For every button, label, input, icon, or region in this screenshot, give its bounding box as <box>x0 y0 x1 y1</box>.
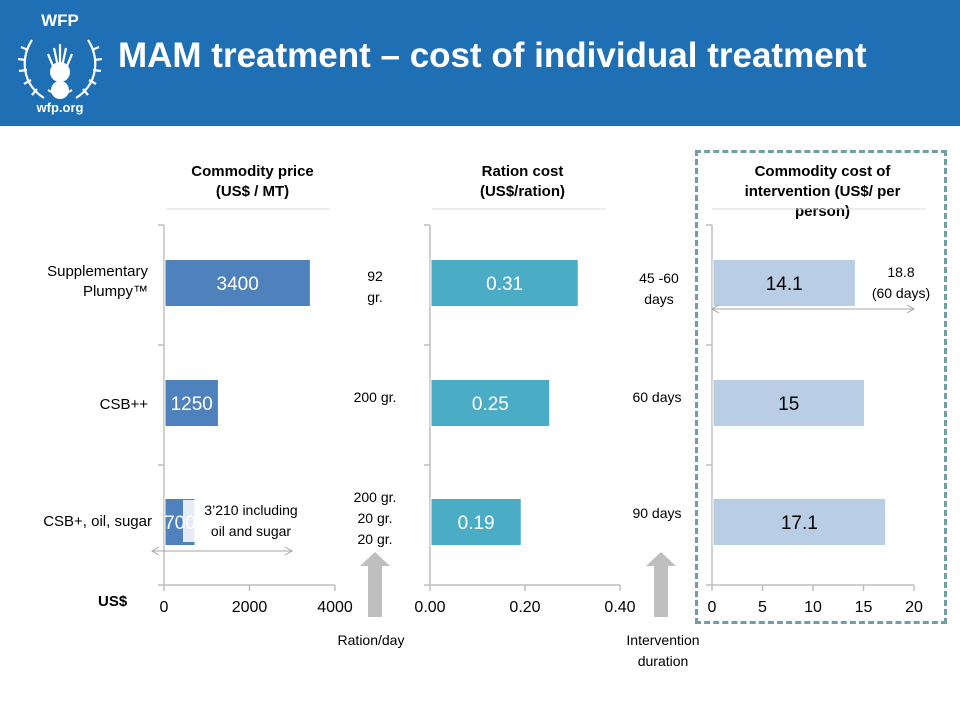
bar <box>712 379 865 427</box>
duration-note-csb-oil-sugar: 90 days <box>632 505 682 521</box>
duration-note-csbpp: 60 days <box>632 389 682 405</box>
ration-day-label: Ration/day <box>337 632 405 648</box>
svg-text:WFP: WFP <box>41 11 79 30</box>
x-tick-label: 5 <box>758 599 767 616</box>
ration-note-plumpy: 92 gr. <box>367 268 383 305</box>
chart-3-title: Commodity cost of intervention (US$/ per p… <box>744 163 901 220</box>
arrow-head <box>284 546 294 556</box>
x-tick-label: 4000 <box>317 599 353 616</box>
bar-value-label: 0.31 <box>486 274 523 295</box>
up-arrow-icon <box>360 552 390 617</box>
wfp-logo-icon: WFP wfp.org <box>17 11 103 115</box>
bar-value-label: 1250 <box>171 394 213 415</box>
arrow-head <box>150 546 160 556</box>
plumpy-60-days-note: 18.8 (60 days) <box>871 264 931 301</box>
bar <box>164 259 311 307</box>
bar <box>430 498 522 546</box>
x-tick-label: 0 <box>708 599 717 616</box>
page-title: MAM treatment – cost of individual treat… <box>118 36 867 75</box>
bar-value-label: 0.19 <box>458 513 495 534</box>
x-tick-label: 0.00 <box>414 599 445 616</box>
bar <box>430 259 579 307</box>
chart-2-title: Ration cost (US$/ration) <box>479 163 565 200</box>
chart-1-title: Commodity price (US$ / MT) <box>191 163 314 200</box>
bar <box>430 379 551 427</box>
bar-value-label: 3400 <box>217 274 259 295</box>
header-bar: WFP wfp.org MAM treatment – cost of indi… <box>0 0 960 126</box>
x-tick-label: 10 <box>804 599 822 616</box>
x-tick-label: 0.40 <box>604 599 635 616</box>
ration-note-csb-oil-sugar: 200 gr. 20 gr. 20 gr. <box>353 489 397 547</box>
duration-note-plumpy: 45 -60 days <box>639 270 679 307</box>
x-tick-label: 20 <box>905 599 923 616</box>
bar-value-label: 15 <box>778 394 799 415</box>
bar-value-label: 0.25 <box>472 394 509 415</box>
arrow-head <box>710 304 720 314</box>
annotation-arrows <box>150 304 916 617</box>
highlight-box <box>695 150 947 624</box>
row-label-csb-oil-sugar: CSB+, oil, sugar <box>43 513 152 530</box>
bar <box>712 498 887 546</box>
chart-intervention-cost: 0 5 10 15 20 14.1 15 17.1 <box>706 208 926 616</box>
bar-value-label: 17.1 <box>781 513 818 534</box>
row-label-plumpy: Supplementary Plumpy™ <box>47 263 148 300</box>
us-dollar-label: US$ <box>98 593 128 610</box>
chart-ration-cost: 0.00 0.20 0.40 0.31 0.25 0.19 <box>414 208 636 616</box>
ration-note-csbpp: 200 gr. <box>353 389 397 405</box>
bar-value-label: 14.1 <box>766 274 803 295</box>
bar <box>164 379 219 427</box>
bar <box>712 259 856 307</box>
x-tick-label: 0 <box>160 599 169 616</box>
up-arrow-icon <box>646 552 676 617</box>
x-tick-label: 2000 <box>232 599 268 616</box>
x-tick-label: 0.20 <box>509 599 540 616</box>
row-label-csbpp: CSB++ <box>99 396 148 413</box>
csb-oil-sugar-note: 3’210 including oil and sugar <box>183 500 319 542</box>
svg-text:wfp.org: wfp.org <box>36 100 84 115</box>
intervention-duration-label: Intervention duration <box>626 632 700 669</box>
x-tick-label: 15 <box>855 599 873 616</box>
arrow-head <box>906 304 916 314</box>
